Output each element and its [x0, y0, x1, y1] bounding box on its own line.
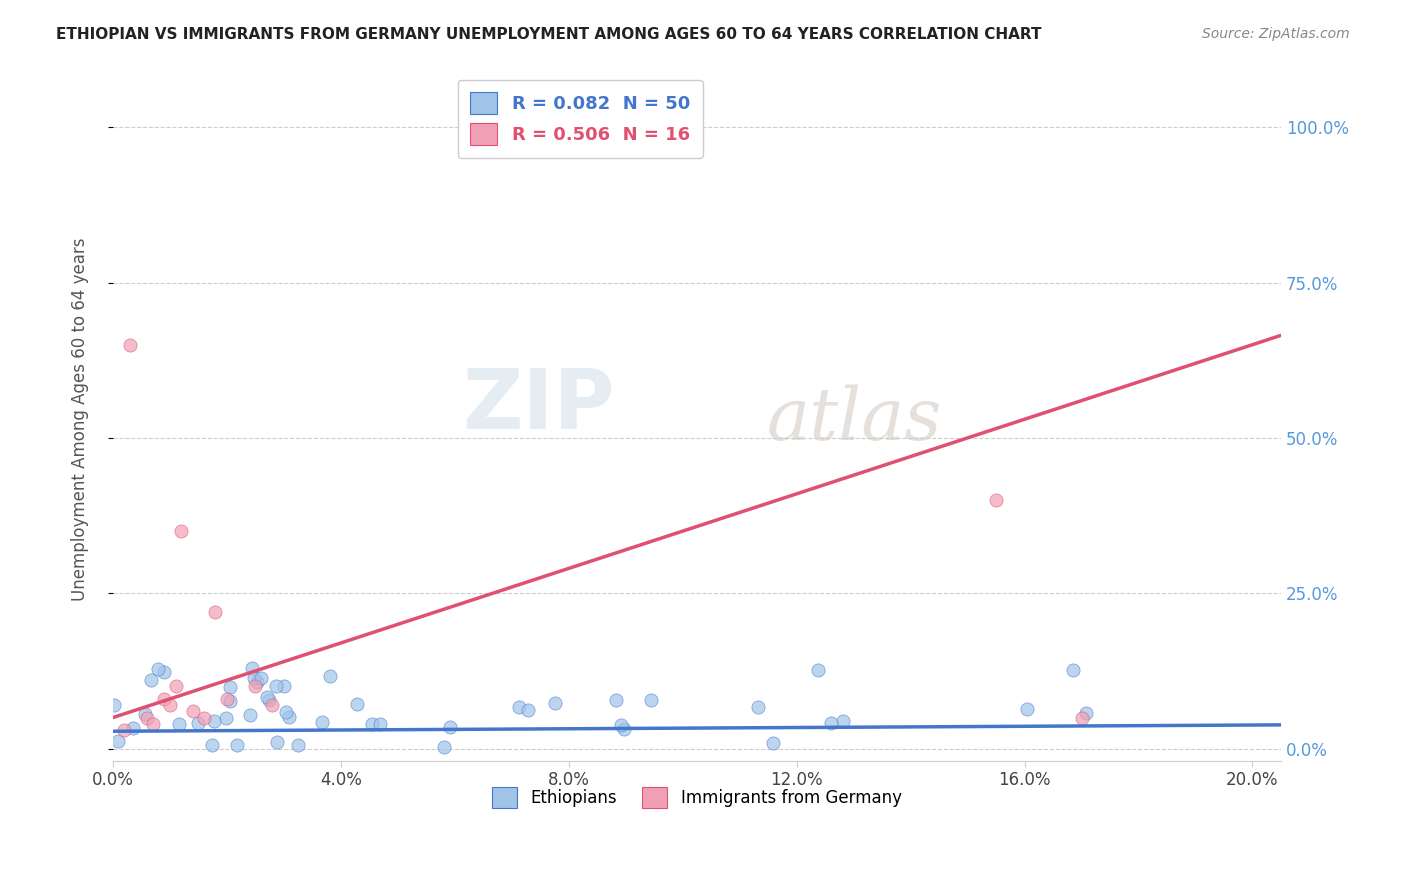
Point [112, 723, 135, 737]
Text: ETHIOPIAN VS IMMIGRANTS FROM GERMANY UNEMPLOYMENT AMONG AGES 60 TO 64 YEARS CORR: ETHIOPIAN VS IMMIGRANTS FROM GERMANY UNE… [56, 27, 1042, 42]
Point [202, 714, 225, 728]
Point [239, 707, 262, 722]
Point [215, 710, 238, 724]
Point [640, 693, 662, 707]
Point [277, 710, 299, 724]
Point [170, 524, 193, 538]
Point [218, 694, 240, 708]
Point [146, 662, 169, 676]
Point [181, 704, 204, 718]
Point [360, 717, 382, 731]
Point [264, 679, 287, 693]
Point [201, 738, 224, 752]
Point [311, 714, 333, 729]
Point [610, 718, 633, 732]
Point [153, 665, 176, 680]
Point [346, 697, 368, 711]
Point [225, 739, 247, 753]
Text: ZIP: ZIP [463, 365, 616, 446]
Point [762, 736, 785, 750]
Point [118, 337, 141, 351]
Point [832, 714, 855, 729]
Point [984, 493, 1007, 508]
Point [187, 716, 209, 731]
Point [153, 692, 176, 706]
Point [1074, 706, 1097, 720]
Text: Source: ZipAtlas.com: Source: ZipAtlas.com [1202, 27, 1350, 41]
Point [1070, 710, 1092, 724]
Point [165, 680, 187, 694]
Point [1062, 663, 1084, 677]
Point [142, 716, 165, 731]
Y-axis label: Unemployment Among Ages 60 to 64 years: Unemployment Among Ages 60 to 64 years [72, 237, 89, 601]
Legend: Ethiopians, Immigrants from Germany: Ethiopians, Immigrants from Germany [485, 780, 908, 814]
Point [439, 721, 461, 735]
Point [250, 671, 273, 685]
Point [169, 717, 191, 731]
Point [204, 605, 226, 619]
Point [368, 717, 391, 731]
Point [806, 663, 828, 677]
Text: atlas: atlas [768, 384, 942, 455]
Point [246, 675, 269, 690]
Point [273, 680, 295, 694]
Point [245, 680, 267, 694]
Point [517, 703, 540, 717]
Point [544, 696, 567, 710]
Point [287, 739, 309, 753]
Point [262, 698, 284, 713]
Point [613, 722, 636, 736]
Point [820, 715, 842, 730]
Point [605, 692, 627, 706]
Point [141, 673, 163, 688]
Point [276, 705, 298, 719]
Point [432, 739, 454, 754]
Point [319, 669, 342, 683]
Point [103, 698, 125, 713]
Point [107, 734, 129, 748]
Point [136, 710, 159, 724]
Point [747, 699, 769, 714]
Point [215, 692, 238, 706]
Point [122, 722, 145, 736]
Point [134, 706, 156, 721]
Point [193, 710, 215, 724]
Point [256, 690, 278, 705]
Point [257, 693, 280, 707]
Point [159, 698, 181, 713]
Point [242, 671, 264, 685]
Point [266, 735, 288, 749]
Point [1015, 701, 1038, 715]
Point [242, 661, 264, 675]
Point [218, 680, 240, 694]
Point [508, 700, 530, 714]
